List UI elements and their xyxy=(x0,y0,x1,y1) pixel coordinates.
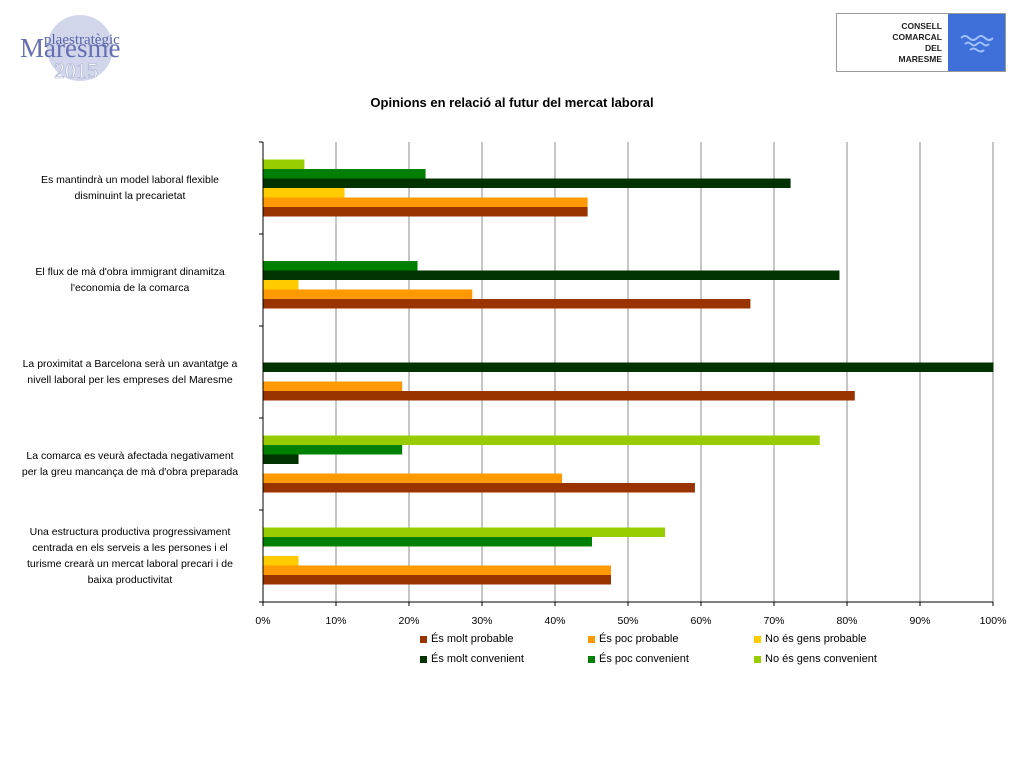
axes xyxy=(259,141,994,606)
category-label-line: per la greu mancança de mà d'obra prepar… xyxy=(21,466,239,478)
legend-label: És poc convenient xyxy=(599,653,689,665)
bar-ngc xyxy=(263,159,305,169)
chart-title: Opinions en relació al futur del mercat … xyxy=(370,95,654,110)
legend-swatch xyxy=(588,655,595,663)
legend-label: No és gens probable xyxy=(765,633,867,645)
x-tick-label: 30% xyxy=(471,615,492,627)
legend-swatch xyxy=(754,655,761,663)
category-label-line: nivell laboral per les empreses del Mare… xyxy=(27,374,233,386)
bar-pc xyxy=(263,537,592,547)
x-tick-label: 90% xyxy=(909,615,930,627)
category-label: La comarca es veurà afectada negativamen… xyxy=(4,448,256,480)
x-tick-label: 60% xyxy=(690,615,711,627)
legend-swatch xyxy=(420,655,427,663)
bar-ngp xyxy=(263,280,299,290)
category-label: Una estructura productiva progressivamen… xyxy=(4,524,256,588)
legend-item: És molt probable xyxy=(420,633,514,645)
legend-swatch xyxy=(420,635,427,643)
legend-label: No és gens convenient xyxy=(765,653,877,665)
bar-mc xyxy=(263,178,791,188)
x-tick-label: 70% xyxy=(763,615,784,627)
bar-ngp xyxy=(263,188,345,198)
bar-mp xyxy=(263,207,588,217)
x-tick-labels: 0% 10% 20% 30% 40% 50% 60% 70% 80% 90% 100% xyxy=(255,615,1006,627)
bar-pp xyxy=(263,197,588,207)
category-label-line: turisme crearà un mercat laboral precari… xyxy=(26,558,233,570)
logo-plaestrategic-text: plaestratègic xyxy=(44,32,120,48)
bar-mp xyxy=(263,299,751,309)
legend-item: No és gens probable xyxy=(754,633,867,645)
bar-pp xyxy=(263,381,403,391)
x-tick-label: 10% xyxy=(325,615,346,627)
category-label-line: Una estructura productiva progressivamen… xyxy=(29,526,231,538)
legend-swatch xyxy=(588,635,595,643)
legend-item: No és gens convenient xyxy=(754,653,877,665)
wave-emblem-icon xyxy=(948,14,1005,71)
bar-ngp xyxy=(263,556,299,566)
category-label-line: La proximitat a Barcelona serà un avanta… xyxy=(22,358,238,370)
legend-label: És molt convenient xyxy=(431,653,524,665)
x-tick-label: 50% xyxy=(617,615,638,627)
x-tick-label: 80% xyxy=(836,615,857,627)
bar-ngc xyxy=(263,435,820,445)
legend-swatch xyxy=(754,635,761,643)
bar-ngc xyxy=(263,527,665,537)
bar-mc xyxy=(263,362,994,372)
x-tick-label: 0% xyxy=(255,615,270,627)
bar-chart: 0% 10% 20% 30% 40% 50% 60% 70% 80% 90% 100% xyxy=(255,141,1006,627)
category-label: El flux de mà d'obra immigrant dinamitza… xyxy=(4,264,256,296)
legend-item: És molt convenient xyxy=(420,653,524,665)
bar-pc xyxy=(263,261,418,271)
bar-mp xyxy=(263,575,611,585)
bar-pp xyxy=(263,565,611,575)
category-label-line: Es mantindrà un model laboral flexible xyxy=(40,174,219,186)
consell-comarcal-text: CONSELL COMARCAL DEL MARESME xyxy=(892,20,942,64)
logo-year-text: 2015 xyxy=(54,58,98,83)
bar-pp xyxy=(263,473,563,483)
bars xyxy=(263,159,994,585)
x-tick-label: 20% xyxy=(398,615,419,627)
bar-pc xyxy=(263,445,403,455)
legend-item: És poc probable xyxy=(588,633,679,645)
bar-pp xyxy=(263,289,473,299)
bar-mp xyxy=(263,391,855,401)
category-label-line: centrada en els serveis a les persones i… xyxy=(32,542,228,554)
plaestrategic-logo: plaestratègic Maresme 2015 xyxy=(18,12,153,90)
legend-label: És molt probable xyxy=(431,633,514,645)
consell-comarcal-logo: CONSELL COMARCAL DEL MARESME xyxy=(836,13,1006,72)
category-label: Es mantindrà un model laboral flexible di… xyxy=(4,172,256,204)
x-tick-label: 100% xyxy=(980,615,1007,627)
bar-pc xyxy=(263,169,426,179)
category-label: La proximitat a Barcelona serà un avanta… xyxy=(4,356,256,388)
bar-mc xyxy=(263,270,840,280)
category-label-line: La comarca es veurà afectada negativamen… xyxy=(26,450,234,462)
category-label-line: l'economia de la comarca xyxy=(70,282,190,294)
category-label-line: baixa productivitat xyxy=(87,574,173,586)
logo-maresme-text: Maresme xyxy=(20,33,120,63)
x-tick-label: 40% xyxy=(544,615,565,627)
category-label-line: disminuint la precarietat xyxy=(74,190,186,202)
bar-mp xyxy=(263,483,695,493)
legend-item: És poc convenient xyxy=(588,653,689,665)
category-label-line: El flux de mà d'obra immigrant dinamitza xyxy=(35,266,225,278)
legend-label: És poc probable xyxy=(599,633,679,645)
bar-mc xyxy=(263,454,299,464)
